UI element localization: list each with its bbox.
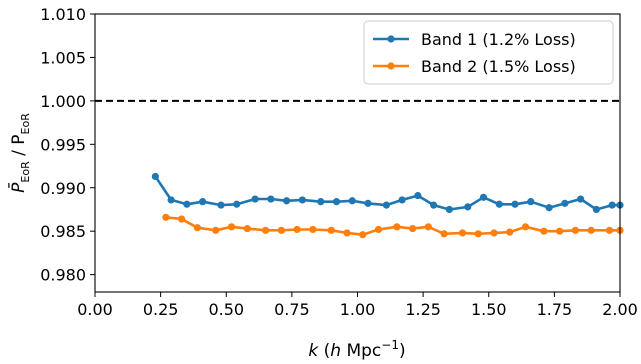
x-tick-label: 1.50 xyxy=(471,300,507,319)
y-tick-label: 0.980 xyxy=(40,266,86,285)
y-tick-label: 0.995 xyxy=(40,135,86,154)
x-tick-label: 2.00 xyxy=(602,300,638,319)
data-point xyxy=(561,199,569,207)
data-point xyxy=(506,228,514,236)
data-point xyxy=(293,225,301,234)
data-point xyxy=(262,226,270,234)
data-point xyxy=(445,205,453,214)
data-point xyxy=(374,225,383,234)
data-point xyxy=(364,199,372,207)
data-point xyxy=(398,196,406,204)
data-point xyxy=(327,226,335,234)
data-point xyxy=(233,200,241,208)
data-point xyxy=(227,223,236,231)
y-tick-label: 1.000 xyxy=(40,92,86,111)
data-point xyxy=(309,225,317,234)
data-point xyxy=(183,200,191,208)
data-point xyxy=(440,230,448,238)
plot-frame xyxy=(94,13,621,293)
data-point xyxy=(511,200,519,208)
data-point xyxy=(167,196,175,204)
legend-label-band-1: Band 1 (1.2% Loss) xyxy=(421,30,576,49)
data-point xyxy=(495,200,503,208)
data-point xyxy=(545,204,553,212)
data-point xyxy=(359,231,367,239)
data-point xyxy=(556,227,564,235)
data-point xyxy=(458,229,467,237)
data-point xyxy=(267,195,275,203)
legend-marker-band-2 xyxy=(387,62,395,70)
data-point xyxy=(527,198,535,206)
data-point xyxy=(343,229,351,237)
x-tick-label: 1.25 xyxy=(405,300,441,319)
legend-box xyxy=(363,20,614,85)
data-point xyxy=(348,197,356,205)
data-point xyxy=(592,205,600,214)
y-tick-label: 1.010 xyxy=(40,5,86,24)
data-point xyxy=(382,201,390,209)
legend-marker-band-1 xyxy=(387,35,395,43)
data-point xyxy=(424,223,432,231)
data-point xyxy=(212,226,220,234)
data-point xyxy=(521,223,530,231)
data-point xyxy=(162,213,170,221)
data-point xyxy=(283,197,291,205)
data-point xyxy=(251,195,259,203)
y-axis-label: P̄EoR / PEoR xyxy=(7,113,32,193)
legend-label-band-2: Band 2 (1.5% Loss) xyxy=(421,57,576,76)
data-point xyxy=(474,230,482,238)
data-point xyxy=(430,201,438,209)
x-axis-label: k (h Mpc−1) xyxy=(308,338,405,361)
data-point xyxy=(571,226,579,234)
data-point xyxy=(298,196,306,204)
data-point xyxy=(409,224,417,233)
x-tick-label: 0.00 xyxy=(77,300,113,319)
data-point xyxy=(178,215,186,223)
data-point xyxy=(332,198,341,206)
x-tick-label: 0.75 xyxy=(274,300,310,319)
legend: Band 1 (1.2% Loss) Band 2 (1.5% Loss) xyxy=(363,20,614,85)
data-point xyxy=(577,195,585,203)
data-point xyxy=(608,201,616,209)
data-point xyxy=(199,198,207,206)
data-point xyxy=(540,227,548,235)
x-tick-label: 1.75 xyxy=(537,300,573,319)
data-point xyxy=(587,226,595,234)
x-tick-label: 0.25 xyxy=(143,300,179,319)
data-point xyxy=(605,226,614,234)
x-tick-label: 1.00 xyxy=(340,300,376,319)
data-point xyxy=(243,224,251,233)
x-tick-label: 0.50 xyxy=(208,300,244,319)
data-point xyxy=(193,224,201,232)
data-point xyxy=(490,229,498,237)
y-tick-label: 1.005 xyxy=(40,48,86,67)
data-point xyxy=(414,191,422,200)
data-point xyxy=(479,193,488,201)
data-point xyxy=(217,201,225,209)
series-band-1 xyxy=(151,172,624,214)
data-point xyxy=(277,226,285,234)
data-point xyxy=(151,172,159,181)
y-tick-label: 0.990 xyxy=(40,179,86,198)
data-point xyxy=(464,203,472,211)
y-tick-label: 0.985 xyxy=(40,222,86,241)
data-point xyxy=(393,223,401,231)
data-point xyxy=(317,198,325,206)
series-band-2 xyxy=(162,213,624,239)
